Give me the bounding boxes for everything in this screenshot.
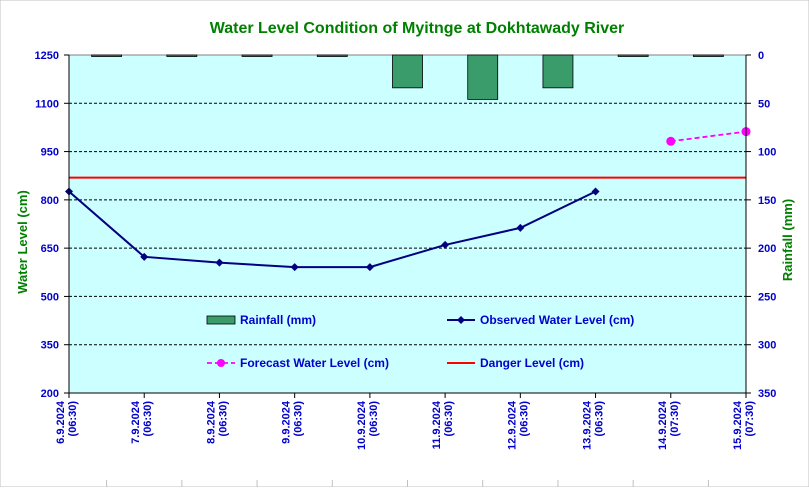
plot-area: 200 350 500 650 800 950 1100 1250 0 50 100 150 200 25…: [35, 50, 776, 487]
y2-tick-label: 100: [758, 147, 776, 159]
x-tick-label-time: (06:30): [67, 401, 79, 437]
rainfall-bar: [166, 54, 198, 57]
legend-label: Observed Water Level (cm): [480, 313, 634, 327]
y2-tick-label: 250: [758, 291, 776, 303]
x-tick-label: 15.9.2024: [732, 400, 744, 450]
forecast-line: [670, 130, 747, 143]
rainfall-bar: [392, 54, 423, 89]
rainfall-bar: [241, 54, 273, 57]
y2-tick-label: 150: [758, 195, 776, 207]
x-tick-label-time: (07:30): [669, 401, 681, 437]
y-tick-label: 1100: [35, 98, 59, 110]
x-tick-label-time: (06:30): [518, 401, 530, 437]
x-tick-label-time: (07:30): [744, 401, 756, 437]
rainfall-bar: [467, 54, 499, 100]
x-tick-label-time: (06:30): [594, 401, 606, 437]
forecast-point: [666, 136, 676, 146]
y-tick-label: 350: [41, 340, 59, 352]
x-tick-label-time: (06:30): [217, 401, 229, 437]
x-tick-label: 11.9.2024: [431, 400, 443, 449]
y2-tick-label: 300: [758, 340, 776, 352]
rainfall-bar: [316, 54, 348, 57]
observed-point: [441, 240, 450, 249]
x-tick-label: 9.9.2024: [281, 400, 293, 444]
rainfall-bar: [91, 54, 123, 57]
observed-point: [140, 252, 149, 261]
y-tick-label: 800: [41, 195, 59, 207]
legend-label: Rainfall (mm): [240, 313, 316, 327]
y-axis-label: Water Level (cm): [15, 190, 30, 294]
y-tick-label: 1250: [35, 50, 59, 62]
legend-marker-forecast: [217, 359, 225, 367]
x-tick-label: 12.9.2024: [506, 400, 518, 450]
rainfall-bar: [617, 54, 649, 57]
legend-label: Forecast Water Level (cm): [240, 356, 389, 370]
x-tick-label: 6.9.2024: [55, 400, 67, 444]
observed-point: [215, 258, 224, 267]
y2-tick-label: 0: [758, 50, 764, 62]
observed-point: [591, 187, 600, 196]
observed-line: [68, 190, 596, 269]
x-tick-label: 7.9.2024: [130, 400, 142, 444]
x-tick-label-time: (06:30): [142, 401, 154, 437]
legend-marker-observed: [457, 316, 465, 324]
observed-point: [365, 263, 374, 272]
x-tick-label: 10.9.2024: [356, 400, 368, 450]
y2-tick-label: 350: [758, 388, 776, 400]
y-tick-label: 950: [41, 147, 59, 159]
x-tick-label: 13.9.2024: [582, 400, 594, 450]
x-tick-label-time: (06:30): [293, 401, 305, 437]
y2-tick-label: 50: [758, 98, 770, 110]
y-tick-label: 650: [41, 243, 59, 255]
legend-swatch-rainfall: [206, 315, 236, 325]
y2-tick-label: 200: [758, 243, 776, 255]
legend-label: Danger Level (cm): [480, 356, 584, 370]
y-tick-label: 500: [41, 291, 59, 303]
rainfall-bar: [542, 54, 574, 89]
observed-point: [516, 223, 525, 232]
rainfall-bar: [692, 54, 724, 57]
y-tick-label: 200: [41, 388, 59, 400]
chart-title: Water Level Condition of Myitnge at Dokh…: [210, 20, 625, 37]
plot-background: [68, 54, 747, 394]
x-tick-label: 8.9.2024: [205, 400, 217, 444]
x-tick-label-time: (06:30): [368, 401, 380, 437]
x-tick-label: 14.9.2024: [657, 400, 669, 450]
observed-point: [290, 263, 299, 272]
y2-axis-label: Rainfall (mm): [780, 199, 795, 281]
x-tick-label-time: (06:30): [443, 401, 455, 437]
